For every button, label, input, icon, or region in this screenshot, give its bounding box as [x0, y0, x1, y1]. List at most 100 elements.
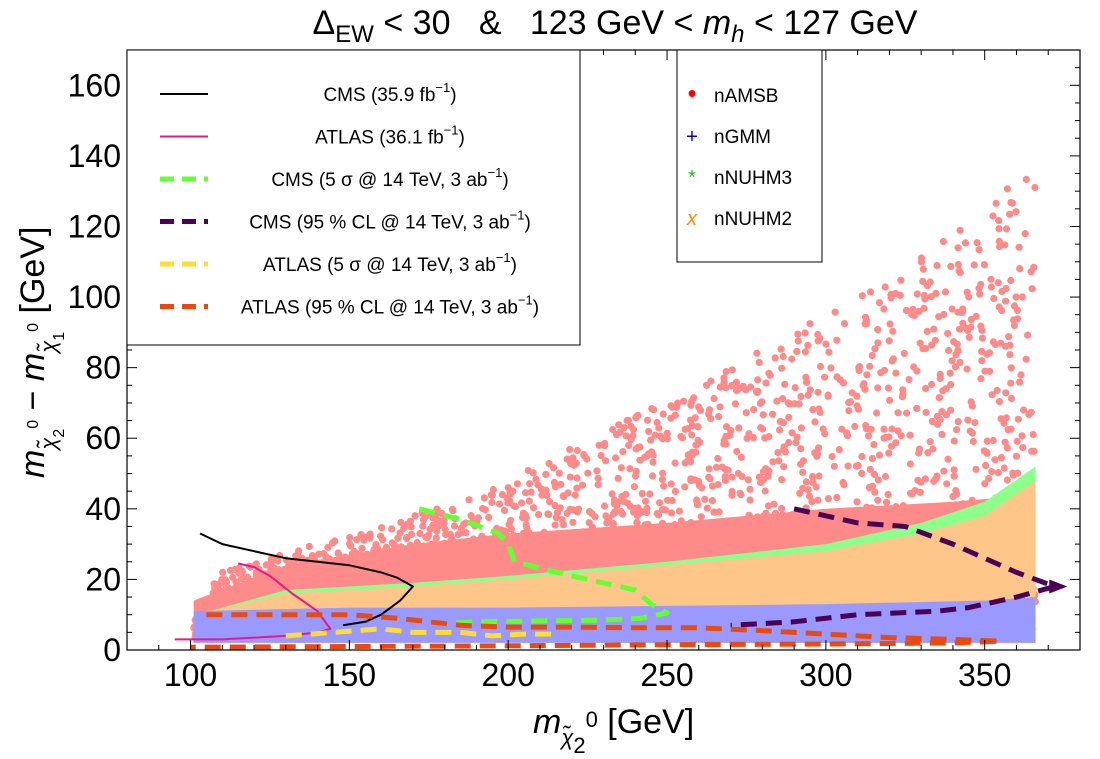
- point-nAMSB: [500, 506, 509, 514]
- point-nAMSB: [559, 492, 567, 500]
- point-nAMSB: [744, 476, 752, 484]
- point-nAMSB: [708, 482, 717, 490]
- point-nAMSB: [649, 451, 657, 459]
- y-tick-label: 20: [85, 561, 121, 597]
- point-nAMSB: [954, 244, 962, 252]
- point-nAMSB: [1014, 415, 1022, 423]
- point-nAMSB: [450, 522, 459, 530]
- point-nAMSB: [638, 490, 646, 498]
- point-nAMSB: [808, 498, 816, 506]
- point-nAMSB: [716, 403, 724, 411]
- point-nAMSB: [824, 391, 832, 399]
- point-nAMSB: [559, 521, 568, 529]
- point-nAMSB: [714, 481, 722, 489]
- point-nAMSB: [978, 357, 986, 365]
- point-nAMSB: [423, 534, 431, 542]
- point-nAMSB: [930, 325, 938, 333]
- point-nAMSB: [488, 498, 496, 506]
- legend-marker-nAMSB: •: [687, 78, 696, 108]
- point-nAMSB: [595, 441, 603, 449]
- legend-label-suffix: ): [533, 298, 539, 319]
- point-nAMSB: [721, 476, 730, 485]
- contour-atlas-36: [174, 562, 332, 641]
- point-nAMSB: [328, 539, 337, 547]
- point-nAMSB: [583, 455, 591, 463]
- point-nAMSB: [830, 462, 838, 470]
- point-nAMSB: [874, 339, 882, 347]
- point-nAMSB: [647, 436, 655, 444]
- point-nAMSB: [210, 580, 218, 588]
- point-nAMSB: [244, 573, 252, 581]
- legend-label-nAMSB: nAMSB: [714, 86, 778, 107]
- point-nAMSB: [959, 319, 967, 327]
- point-nAMSB: [976, 290, 984, 298]
- point-nAMSB: [995, 217, 1003, 225]
- point-nAMSB: [627, 422, 635, 430]
- point-nAMSB: [667, 509, 676, 517]
- point-nAMSB: [346, 534, 354, 542]
- point-nAMSB: [922, 384, 930, 392]
- point-nAMSB: [646, 490, 654, 498]
- point-nAMSB: [983, 448, 991, 456]
- point-nAMSB: [873, 409, 881, 417]
- point-nAMSB: [868, 454, 877, 462]
- point-nAMSB: [941, 288, 950, 296]
- point-nAMSB: [654, 511, 663, 519]
- point-nAMSB: [737, 491, 745, 499]
- x-axis-sup: 0: [586, 707, 598, 732]
- point-nAMSB: [573, 484, 581, 492]
- point-nAMSB: [1018, 293, 1026, 301]
- point-nAMSB: [619, 448, 627, 456]
- point-nAMSB: [953, 426, 961, 434]
- point-nAMSB: [975, 284, 983, 292]
- point-nAMSB: [997, 415, 1005, 423]
- point-nAMSB: [913, 367, 921, 375]
- point-nAMSB: [658, 475, 667, 484]
- y-axis-sub2-index: 1: [51, 332, 68, 341]
- point-nAMSB: [710, 394, 718, 403]
- point-nAMSB: [928, 417, 936, 425]
- point-nAMSB: [688, 431, 696, 439]
- point-nAMSB: [892, 439, 900, 447]
- point-nAMSB: [808, 472, 817, 481]
- point-nAMSB: [693, 497, 701, 506]
- point-nAMSB: [997, 454, 1006, 462]
- point-nAMSB: [926, 278, 934, 286]
- point-nAMSB: [913, 404, 921, 412]
- point-nAMSB: [825, 348, 833, 356]
- point-nAMSB: [749, 434, 758, 442]
- point-nAMSB: [780, 463, 788, 471]
- legend-label-nNUHM2: nNUHM2: [714, 209, 792, 230]
- point-nAMSB: [1002, 284, 1010, 293]
- point-nAMSB: [821, 430, 829, 438]
- point-nAMSB: [701, 495, 709, 503]
- point-nAMSB: [844, 462, 852, 470]
- x-tick-label: 100: [164, 657, 217, 693]
- point-nAMSB: [821, 373, 829, 381]
- legend-exclusion-lines: CMS (35.9 fb−1)ATLAS (36.1 fb−1)CMS (5 σ…: [126, 49, 581, 346]
- point-nAMSB: [485, 513, 493, 522]
- point-nAMSB: [897, 276, 905, 284]
- point-nAMSB: [714, 454, 722, 462]
- y-axis-unit: [GeV]: [14, 227, 52, 323]
- point-nAMSB: [570, 461, 578, 469]
- point-nAMSB: [936, 374, 944, 383]
- point-nAMSB: [909, 305, 917, 313]
- point-nAMSB: [267, 555, 275, 563]
- point-nAMSB: [781, 448, 790, 456]
- point-nAMSB: [944, 329, 952, 338]
- point-nAMSB: [627, 435, 635, 444]
- point-nAMSB: [527, 488, 535, 496]
- point-nAMSB: [988, 391, 996, 399]
- point-nAMSB: [671, 459, 679, 467]
- point-nAMSB: [238, 575, 246, 583]
- x-axis-unit: [GeV]: [598, 703, 694, 741]
- point-nAMSB: [785, 438, 793, 447]
- point-nAMSB: [894, 427, 902, 435]
- point-nAMSB: [902, 306, 911, 315]
- point-nAMSB: [982, 461, 990, 469]
- point-nAMSB: [995, 237, 1003, 245]
- point-nAMSB: [871, 488, 879, 496]
- point-nAMSB: [407, 530, 416, 539]
- point-nAMSB: [919, 265, 927, 273]
